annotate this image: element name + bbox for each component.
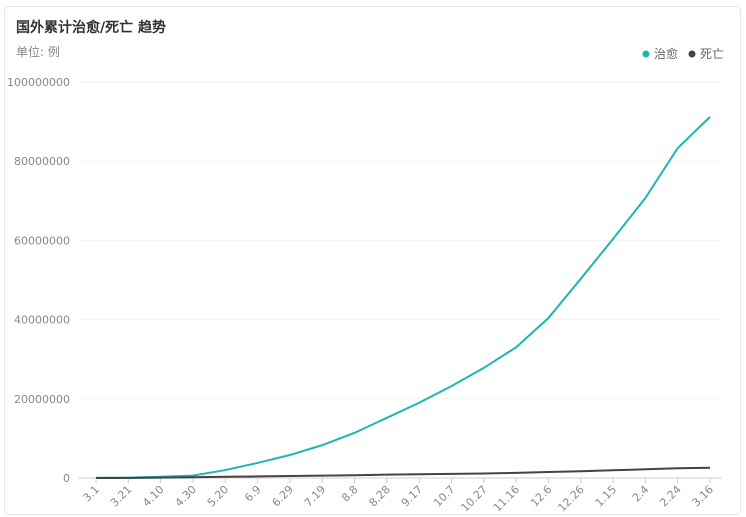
y-tick-label: 0 (63, 472, 70, 485)
y-tick-label: 60000000 (14, 234, 70, 247)
y-tick-label: 40000000 (14, 314, 70, 327)
legend-label: 治愈 (654, 46, 678, 61)
line-series (95, 466, 711, 479)
chart-subtitle: 单位: 例 (16, 44, 60, 59)
y-tick-label: 100000000 (7, 76, 70, 89)
legend-label: 死亡 (700, 47, 724, 61)
y-tick-label: 20000000 (14, 393, 70, 406)
y-tick-label: 80000000 (14, 155, 70, 168)
chart-title: 国外累计治愈/死亡 趋势 (16, 19, 166, 36)
legend-marker (642, 50, 650, 58)
line-series (95, 116, 711, 479)
legend-marker (688, 50, 696, 58)
card (4, 6, 741, 515)
